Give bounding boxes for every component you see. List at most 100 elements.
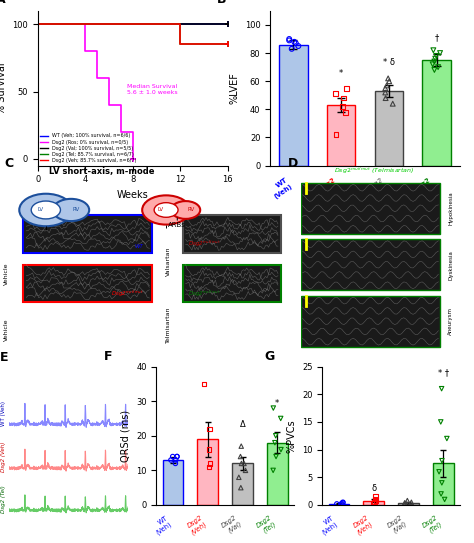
Point [237,442,245,451]
Circle shape [19,194,73,226]
Point [339,498,346,507]
Point [205,445,213,454]
Text: E: E [0,351,9,364]
Text: $Dsg2^{mut/mut}$ (Telmisartan): $Dsg2^{mut/mut}$ (Telmisartan) [334,166,415,176]
Text: LV: LV [37,207,43,212]
Point [403,496,411,505]
Bar [163,460,183,505]
Point [389,99,397,108]
Text: Dsg2 (Veh): Dsg2 (Veh) [1,442,6,472]
Text: Dsg2$^{mut/mut}$: Dsg2$^{mut/mut}$ [111,289,144,299]
Point [384,74,392,83]
Point [173,452,181,461]
Point [272,452,280,461]
Point [438,478,446,487]
Text: Dsg2 (Tel): Dsg2 (Tel) [1,485,6,513]
Point [237,483,245,492]
Point [441,495,448,504]
Point [332,90,339,98]
Text: Dsg2
(Val): Dsg2 (Val) [366,177,389,198]
FancyBboxPatch shape [301,239,440,291]
Point [430,66,438,74]
Text: D: D [288,157,298,170]
Text: WT
(Veh): WT (Veh) [317,515,339,536]
Point [430,57,438,66]
Bar [363,501,384,505]
FancyBboxPatch shape [23,215,152,252]
Point [333,500,341,508]
Bar [232,464,253,505]
Text: *: * [339,70,343,78]
Text: Dsg2
(Val): Dsg2 (Val) [221,515,243,535]
Point [371,498,378,507]
FancyBboxPatch shape [301,295,440,347]
Text: * †: * † [438,369,449,377]
Point [272,431,280,440]
Text: Vehicle: Vehicle [4,262,9,285]
Text: RV: RV [188,207,195,212]
Y-axis label: % Survival: % Survival [0,62,7,114]
Text: * δ: * δ [383,58,395,67]
Point [343,84,350,92]
Point [271,438,279,447]
Text: Valsartan: Valsartan [166,247,172,276]
Point [205,463,212,471]
Bar [267,443,288,505]
Bar [279,45,308,166]
Text: Δ: Δ [240,420,246,429]
Point [269,466,277,475]
Point [200,380,208,388]
Text: Dyskinesia: Dyskinesia [448,250,453,280]
FancyBboxPatch shape [183,215,281,252]
Point [438,456,446,465]
Point [206,459,214,468]
Circle shape [142,195,190,225]
FancyBboxPatch shape [183,265,281,302]
Point [235,473,243,482]
Text: Dsg2
(Tel): Dsg2 (Tel) [421,515,443,535]
Text: G: G [264,350,275,363]
Bar [328,504,349,505]
Y-axis label: %LVEF: %LVEF [229,72,239,104]
Point [437,418,445,426]
Point [429,60,437,68]
Point [338,499,346,508]
Text: WT: WT [135,244,144,249]
Point [277,445,285,454]
Point [285,36,293,45]
Text: LV: LV [157,207,164,212]
Point [372,496,380,505]
Point [383,81,391,90]
Point [277,414,284,423]
Point [372,493,379,501]
Bar [197,439,218,505]
Point [432,52,440,60]
Point [382,94,390,103]
Text: Dsg2$^{mut/mut}$: Dsg2$^{mut/mut}$ [189,289,221,299]
Text: B: B [217,0,227,6]
Text: Dsg2
(Veh): Dsg2 (Veh) [351,515,374,536]
Text: δ: δ [371,484,376,493]
Text: Dsg2
(Tel): Dsg2 (Tel) [255,515,277,535]
X-axis label: Weeks: Weeks [117,190,148,200]
Text: Aneurysm: Aneurysm [448,307,453,335]
Text: Median Survival
5.6 ± 1.0 weeks: Median Survival 5.6 ± 1.0 weeks [127,85,177,95]
Y-axis label: %PVCs: %PVCs [287,419,297,452]
Point [435,468,443,476]
Text: Dsg2
(Veh): Dsg2 (Veh) [185,515,208,536]
Bar [398,503,419,505]
Point [401,500,408,509]
Point [173,452,181,461]
Point [339,498,346,507]
Bar [327,105,356,166]
Point [237,452,244,461]
FancyBboxPatch shape [23,265,152,302]
Point [294,42,302,50]
Point [338,102,346,111]
Text: WT
(Veh): WT (Veh) [268,177,293,200]
Bar [433,464,454,505]
Text: F: F [104,350,113,363]
Text: Dsg2$^{mut/mut}$: Dsg2$^{mut/mut}$ [189,239,221,249]
Point [371,495,379,503]
Point [332,130,340,139]
